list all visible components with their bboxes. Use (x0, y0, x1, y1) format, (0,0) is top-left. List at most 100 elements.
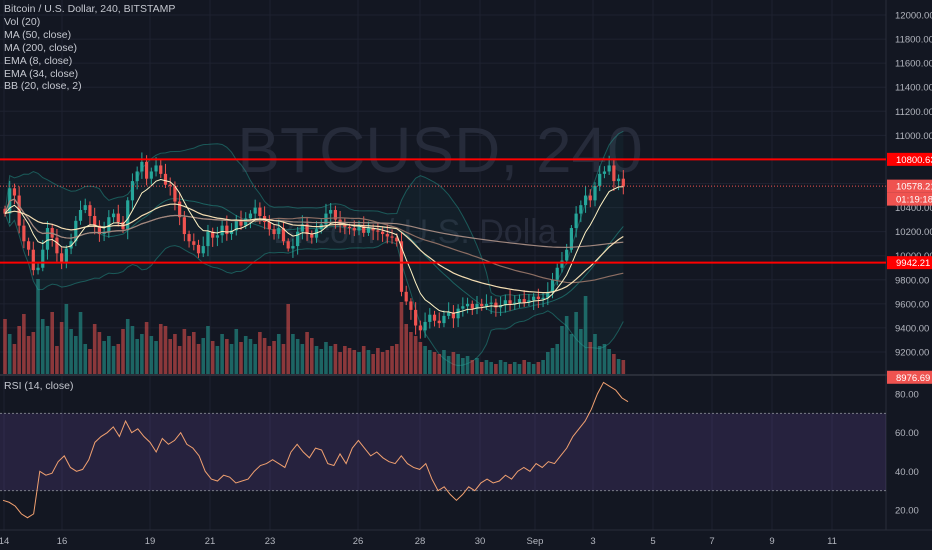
volume-bar (343, 346, 347, 374)
volume-bar (168, 339, 172, 374)
candle-body (88, 205, 92, 216)
volume-bar (560, 326, 564, 374)
volume-bar (258, 332, 262, 374)
volume-bar (621, 360, 626, 374)
candle-body (593, 185, 597, 201)
volume-bar (305, 332, 309, 374)
time-tick: 5 (650, 536, 655, 547)
rsi-legend[interactable]: RSI (14, close) (4, 380, 74, 392)
countdown-label: 01:19:18 (896, 195, 932, 206)
candle-body (187, 234, 191, 242)
volume-bar (376, 348, 380, 374)
volume-bar (602, 344, 607, 374)
candle-body (522, 299, 526, 303)
candle-body (546, 291, 550, 298)
volume-bar (484, 360, 489, 374)
candle-body (602, 171, 607, 174)
volume-bar (22, 314, 26, 374)
candle-body (140, 161, 144, 172)
volume-bar (107, 336, 111, 374)
candle-body (598, 173, 602, 186)
legend-vol[interactable]: Vol (20) (4, 15, 41, 28)
legend-ma200[interactable]: MA (200, close) (4, 41, 77, 54)
candle-body (347, 226, 352, 229)
candle-body (381, 231, 385, 235)
time-tick: 9 (769, 536, 774, 547)
volume-bar (310, 338, 314, 374)
time-tick: 28 (415, 536, 426, 547)
candle-body (423, 321, 427, 331)
volume-bar (116, 344, 121, 374)
price-tick: 11600.00 (895, 59, 932, 70)
volume-bar (550, 348, 555, 374)
candle-body (607, 165, 611, 172)
price-tick: 9600.00 (895, 299, 929, 310)
candle-body (550, 279, 555, 292)
volume-bar (503, 362, 508, 374)
bb-basis (4, 198, 624, 313)
volume-bar (149, 336, 154, 374)
ma200-line (4, 198, 624, 248)
candle-body (352, 228, 356, 231)
candle-body (215, 235, 219, 238)
volume-bar (446, 356, 451, 374)
volume-bar (442, 350, 446, 374)
volume-bar (616, 359, 621, 374)
volume-bar (409, 332, 413, 374)
bollinger-bands (4, 130, 624, 367)
candle-body (192, 241, 196, 245)
candle-body (484, 303, 489, 307)
candle-body (239, 219, 243, 226)
volume-bar (83, 344, 88, 374)
candles (3, 152, 625, 339)
volume-bar (394, 344, 399, 374)
volume-bar (154, 341, 158, 374)
legend-ema8[interactable]: EMA (8, close) (4, 54, 73, 67)
volume-bar (210, 341, 215, 374)
volume-bar (522, 360, 526, 374)
candle-body (536, 296, 540, 300)
volume-bar (291, 334, 295, 374)
price-tick: 12000.00 (895, 11, 932, 22)
volume-bar (36, 279, 40, 374)
volume-bar (574, 312, 578, 374)
volume-bar (347, 348, 352, 374)
candle-body (60, 253, 64, 262)
candle-body (64, 248, 68, 262)
hline-top-label-bg (887, 152, 932, 166)
legend-ma50[interactable]: MA (50, close) (4, 28, 72, 41)
volume-bar (479, 362, 484, 374)
volume-bar (234, 329, 239, 374)
candle-body (244, 218, 248, 226)
candle-body (220, 225, 224, 236)
time-axis[interactable]: 14 16 19 21 23 26 28 30 Sep 3 5 7 9 11 (0, 536, 837, 547)
volume-bar (239, 342, 243, 374)
volume-bar (300, 344, 305, 374)
volume-bar (187, 336, 191, 374)
volume-bar (262, 338, 267, 374)
horizontal-lines[interactable] (0, 158, 886, 264)
candle-body (277, 228, 281, 235)
candle-body (437, 320, 441, 324)
legend-bb[interactable]: BB (20, close, 2) (4, 80, 82, 93)
candle-body (588, 195, 592, 201)
volume-bar (243, 336, 248, 374)
candle-body (163, 173, 168, 185)
volume-bar (423, 346, 427, 374)
candle-body (404, 291, 408, 302)
rsi-line (2, 381, 629, 519)
time-tick: 16 (57, 536, 68, 547)
volume-bar (267, 346, 272, 374)
volume-bar (352, 350, 357, 374)
candle-body (612, 165, 616, 182)
time-tick: 19 (145, 536, 156, 547)
volume-bar (121, 329, 125, 374)
legend-ema34[interactable]: EMA (34, close) (4, 67, 79, 80)
volume-bar (536, 362, 541, 374)
candle-body (93, 215, 97, 226)
volume-bar (177, 346, 182, 374)
volume-bar (281, 344, 286, 374)
volume-bar (555, 344, 560, 374)
candle-body (409, 301, 413, 310)
